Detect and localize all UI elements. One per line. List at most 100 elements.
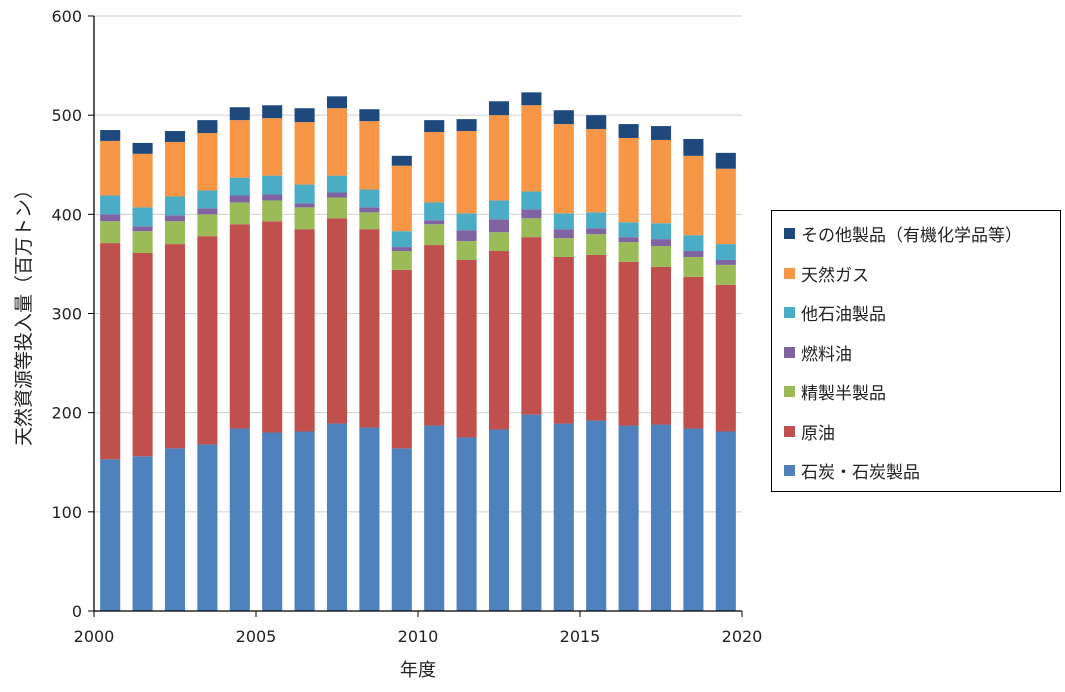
bar-segment <box>424 224 445 246</box>
bar-segment <box>100 221 121 244</box>
x-tick-label: 2020 <box>722 627 763 646</box>
y-tick-label: 400 <box>51 205 82 224</box>
legend-item: 石炭・石炭製品 <box>784 458 920 483</box>
bar-segment <box>715 284 736 432</box>
bar-segment <box>326 175 348 193</box>
bar-segment <box>586 212 607 229</box>
bar-segment <box>488 232 510 252</box>
bar-segment <box>197 120 218 134</box>
legend-label: 天然ガス <box>801 265 869 286</box>
legend-label: その他製品（有機化学品等） <box>801 226 1022 246</box>
bars <box>100 92 736 611</box>
bar-segment <box>553 423 574 611</box>
bar-segment <box>521 105 542 192</box>
bar-segment <box>715 431 736 611</box>
bar-segment <box>424 202 445 221</box>
bar-segment <box>294 184 315 204</box>
bar-segment <box>715 152 736 169</box>
bar-segment <box>553 238 574 257</box>
bar-segment <box>683 251 704 257</box>
legend-item: 燃料油 <box>784 340 852 365</box>
bar-segment <box>521 191 542 210</box>
grid-lines <box>94 15 742 513</box>
legend-item: その他製品（有機化学品等） <box>784 221 1022 246</box>
bar-segment <box>100 243 121 460</box>
bar-segment <box>456 213 477 231</box>
bar-segment <box>132 253 153 457</box>
bar-segment <box>424 245 445 426</box>
legend-swatch <box>784 267 795 279</box>
bar-segment <box>262 118 283 176</box>
legend-swatch <box>784 386 795 397</box>
bar-segment <box>586 234 607 255</box>
bar-segment <box>229 224 250 429</box>
bar-segment <box>424 120 445 133</box>
bar-segment <box>456 230 477 242</box>
bar-segment <box>456 241 477 260</box>
bar-segment <box>683 138 704 156</box>
bar-segment <box>262 105 283 119</box>
bar-segment <box>683 256 704 277</box>
legend-item: 精製半製品 <box>784 379 886 404</box>
legend-label: 燃料油 <box>801 344 852 365</box>
x-tick-label: 2000 <box>74 627 115 646</box>
bar-segment <box>650 126 672 140</box>
bar-segment <box>586 115 607 130</box>
bar-segment <box>553 110 574 125</box>
bar-segment <box>521 209 542 219</box>
y-tick-label: 0 <box>72 602 82 621</box>
bar-segment <box>715 259 736 265</box>
bar-segment <box>650 246 672 267</box>
bar-segment <box>618 242 639 262</box>
bar-segment <box>100 459 121 611</box>
bar-segment <box>391 251 412 270</box>
bar-segment <box>715 264 736 285</box>
bar-segment <box>683 155 704 236</box>
y-tick-label: 200 <box>51 404 82 423</box>
bar-segment <box>229 177 250 196</box>
y-tick-label: 500 <box>51 106 82 125</box>
legend-swatch <box>784 465 795 476</box>
bar-segment <box>164 244 186 449</box>
x-tick-label: 2005 <box>236 627 277 646</box>
bar-segment <box>164 448 186 611</box>
bar-segment <box>100 130 121 141</box>
bar-segment <box>521 237 542 415</box>
bar-segment <box>294 122 315 185</box>
bar-segment <box>132 207 153 227</box>
bar-segment <box>359 189 380 208</box>
bar-segment <box>521 92 542 106</box>
bar-segment <box>650 139 672 224</box>
bar-segment <box>294 207 315 230</box>
bar-segment <box>132 153 153 208</box>
bar-segment <box>650 266 672 425</box>
bar-segment <box>359 229 380 428</box>
bar-segment <box>326 423 348 611</box>
bar-segment <box>326 108 348 176</box>
bar-segment <box>391 231 412 248</box>
bar-segment <box>100 140 121 196</box>
bar-segment <box>715 244 736 260</box>
bar-segment <box>229 428 250 611</box>
bar-segment <box>229 107 250 121</box>
bar-segment <box>553 256 574 424</box>
legend-label: 他石油製品 <box>801 305 886 325</box>
bar-segment <box>488 101 510 116</box>
bar-segment <box>553 124 574 214</box>
bar-segment <box>618 237 639 243</box>
bar-segment <box>618 425 639 611</box>
bar-segment <box>359 207 380 213</box>
bar-segment <box>197 444 218 611</box>
bar-segment <box>229 120 250 178</box>
bar-segment <box>488 200 510 220</box>
legend-swatch <box>784 228 795 239</box>
bar-segment <box>683 276 704 429</box>
bar-segment <box>683 428 704 611</box>
bar-segment <box>132 226 153 232</box>
y-tick-label: 100 <box>51 503 82 522</box>
bar-segment <box>100 214 121 222</box>
bar-segment <box>391 165 412 232</box>
bar-segment <box>262 432 283 611</box>
bar-segment <box>262 200 283 222</box>
